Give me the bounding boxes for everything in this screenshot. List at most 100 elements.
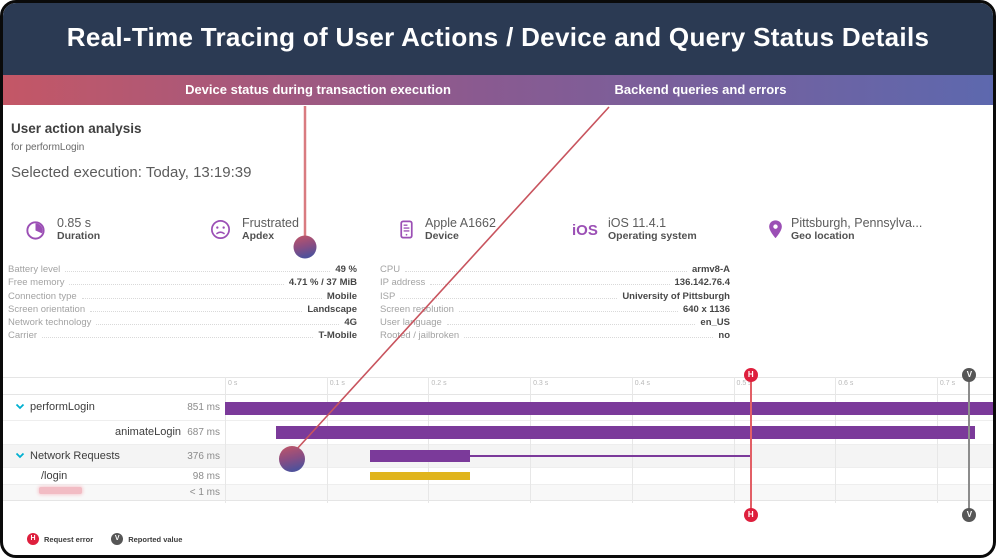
- marker-badge-V[interactable]: V: [962, 368, 977, 382]
- leader-line: [69, 284, 284, 286]
- property-value: 136.142.76.4: [674, 277, 730, 289]
- mobile-device-icon: [400, 220, 413, 239]
- leader-line: [430, 284, 670, 286]
- gridline: [428, 377, 430, 503]
- waterfall-bar-performLogin[interactable]: [225, 402, 993, 415]
- legend-reported-value: V Reported value: [111, 533, 182, 545]
- device-properties-table: Battery level 49 % Free memory 4.71 % / 37…: [8, 264, 357, 344]
- tick-label: 0.4 s: [634, 380, 650, 387]
- legend-request-error: H Request error: [27, 533, 93, 545]
- legend-label: Request error: [44, 534, 94, 544]
- tick-label: 0.7 s: [939, 380, 956, 387]
- annotation-backend-label: Backend queries and errors: [614, 82, 787, 97]
- metric-value: 0.85 s: [57, 216, 92, 230]
- annotation-bar: Device status during transaction executi…: [3, 75, 993, 105]
- property-value: Landscape: [307, 303, 357, 315]
- chart-divider: [3, 394, 993, 395]
- chevron-down-icon[interactable]: [15, 403, 25, 410]
- property-value: University of Pittsburgh: [622, 290, 730, 302]
- tick-label: 0.1 s: [329, 380, 345, 387]
- property-row: Rooted / jailbroken no: [380, 330, 730, 343]
- chart-legend: H Request error V Reported value: [27, 533, 182, 545]
- waterfall-duration: < 1 ms: [189, 487, 220, 498]
- property-row: ISP University of Pittsburgh: [380, 291, 730, 304]
- property-row: Carrier T-Mobile: [8, 330, 357, 343]
- analysis-subtitle: for performLogin: [11, 142, 85, 153]
- property-row: Free memory 4.71 % / 37 MiB: [8, 277, 357, 290]
- waterfall-duration: 98 ms: [192, 471, 220, 482]
- metric-value: Apple A1662: [425, 216, 496, 230]
- stopwatch-icon: [26, 221, 45, 240]
- gridline: [835, 377, 837, 503]
- property-row: Network technology 4G: [8, 317, 357, 330]
- metric-value: Pittsburgh, Pennsylva...: [791, 216, 923, 230]
- waterfall-duration: 687 ms: [187, 427, 220, 438]
- leader-line: [65, 271, 331, 272]
- waterfall-row-animateLogin[interactable]: animateLogin: [115, 426, 182, 438]
- tick-label: 0.2 s: [431, 380, 447, 387]
- property-value: en_US: [700, 317, 730, 329]
- property-label: Connection type: [8, 290, 77, 302]
- row-divider: [3, 444, 993, 445]
- property-value: 4G: [344, 317, 357, 329]
- marker-badge-H[interactable]: H: [743, 508, 758, 522]
- tick-label: 0.6 s: [838, 380, 854, 387]
- analysis-title: User action analysis: [11, 121, 142, 136]
- property-label: User language: [380, 317, 442, 329]
- property-label: Carrier: [8, 330, 38, 342]
- redacted-label[interactable]: [39, 487, 82, 494]
- network-properties-table: CPU armv8-A IP address 136.142.76.4 ISP Uni…: [380, 264, 730, 344]
- row-divider: [3, 467, 993, 468]
- metric-label: Geo location: [791, 230, 855, 242]
- leader-line: [90, 310, 303, 312]
- property-value: armv8-A: [691, 264, 730, 275]
- legend-label: Reported value: [128, 534, 183, 544]
- row-divider: [3, 484, 993, 485]
- row-divider: [3, 420, 993, 421]
- waterfall-bar-/login[interactable]: [370, 472, 471, 480]
- selected-execution: Selected execution: Today, 13:19:39: [11, 164, 252, 181]
- waterfall-row-login[interactable]: /login: [41, 470, 68, 482]
- reported-value-icon: V: [111, 533, 124, 545]
- property-row: User language en_US: [380, 317, 730, 330]
- waterfall-bar-animateLogin[interactable]: [275, 426, 975, 439]
- chart-divider: [3, 377, 993, 378]
- property-label: CPU: [380, 264, 401, 275]
- leader-line: [405, 271, 687, 272]
- gridline: [936, 377, 938, 503]
- leader-line: [42, 337, 314, 339]
- marker-line-V: [968, 375, 971, 515]
- gridline: [631, 377, 633, 503]
- metric-label: Device: [425, 230, 459, 242]
- property-label: Screen orientation: [8, 303, 86, 315]
- waterfall-bar-Network Requests[interactable]: [370, 450, 471, 462]
- metric-label: Duration: [57, 230, 101, 242]
- waterfall-row-network-requests[interactable]: Network Requests: [30, 450, 120, 462]
- waterfall-tail-Network Requests: [470, 455, 751, 457]
- property-label: ISP: [380, 290, 396, 302]
- tick-label: 0 s: [228, 380, 238, 387]
- chevron-down-icon[interactable]: [15, 452, 25, 459]
- request-error-icon: H: [27, 533, 39, 545]
- property-value: T-Mobile: [318, 330, 357, 342]
- gridline: [733, 377, 735, 503]
- waterfall-row-performLogin[interactable]: performLogin: [30, 401, 95, 413]
- property-value: 4.71 % / 37 MiB: [288, 277, 357, 289]
- leader-line: [458, 310, 678, 312]
- property-value: 49 %: [335, 264, 357, 275]
- annotation-device-status-label: Device status during transaction executi…: [185, 82, 451, 97]
- leader-line: [81, 297, 322, 299]
- property-row: Connection type Mobile: [8, 291, 357, 304]
- row-band: [3, 484, 993, 500]
- property-label: Battery level: [8, 264, 61, 275]
- location-pin-icon: [769, 220, 782, 239]
- property-label: Rooted / jailbroken: [380, 330, 460, 342]
- marker-badge-V[interactable]: V: [962, 508, 977, 522]
- tick-label: 0.5 s: [736, 380, 752, 387]
- property-value: no: [718, 330, 730, 342]
- property-value: 640 x 1136: [682, 303, 730, 315]
- marker-badge-H[interactable]: H: [743, 368, 758, 382]
- waterfall-duration: 851 ms: [187, 402, 220, 413]
- leader-line: [400, 297, 618, 299]
